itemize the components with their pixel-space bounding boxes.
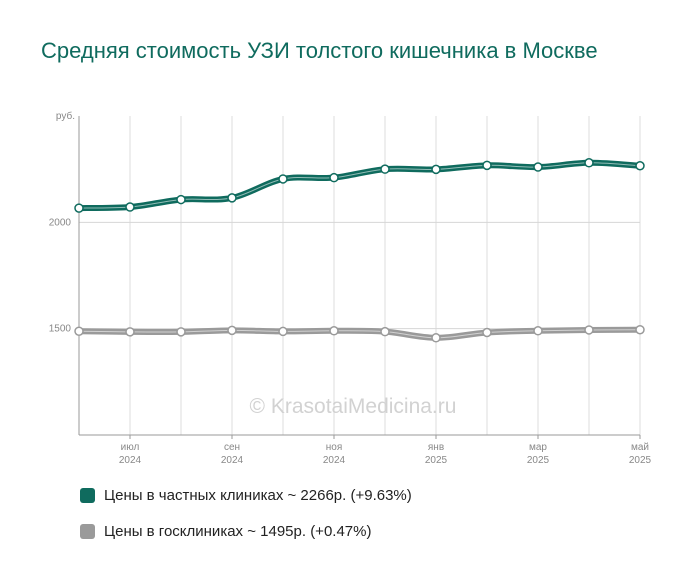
data-point[interactable] <box>227 193 237 203</box>
legend-label-private: Цены в частных клиниках ~ 2266р. (+9.63%… <box>104 486 412 504</box>
legend-swatch-public <box>80 523 95 539</box>
data-point[interactable] <box>431 333 441 343</box>
data-point[interactable] <box>482 327 492 338</box>
data-point[interactable] <box>125 327 135 337</box>
x-tick-label-year: 2025 <box>425 455 448 466</box>
chart-title: Средняя стоимость УЗИ толстого кишечника… <box>41 38 598 63</box>
data-point[interactable] <box>635 324 645 335</box>
data-point[interactable] <box>431 164 441 175</box>
x-tick-label-year: 2024 <box>323 455 346 466</box>
legend-item-public[interactable]: Цены в госклиниках ~ 1495р. (+0.47%) <box>80 521 412 541</box>
x-tick-label-year: 2024 <box>119 455 142 466</box>
legend-label-public: Цены в госклиниках ~ 1495р. (+0.47%) <box>104 522 372 540</box>
x-tick-label-year: 2025 <box>527 455 550 466</box>
data-point[interactable] <box>176 194 186 205</box>
x-tick-label-month: мар <box>529 442 547 453</box>
legend-swatch-private <box>80 487 95 503</box>
data-point[interactable] <box>176 327 186 337</box>
data-point[interactable] <box>635 161 645 171</box>
data-point[interactable] <box>380 326 390 337</box>
legend-item-private[interactable]: Цены в частных клиниках ~ 2266р. (+9.63%… <box>80 485 412 505</box>
data-point[interactable] <box>278 174 288 184</box>
data-point[interactable] <box>125 202 135 212</box>
x-tick-label-month: янв <box>428 442 444 453</box>
data-point[interactable] <box>533 326 543 336</box>
series-line-0 <box>76 159 643 212</box>
y-axis-unit-label: руб. <box>56 110 75 122</box>
data-point[interactable] <box>584 158 594 168</box>
x-tick-label-month: сен <box>224 442 240 453</box>
data-point[interactable] <box>278 326 288 337</box>
data-point[interactable] <box>74 203 84 213</box>
data-point[interactable] <box>329 326 339 336</box>
data-point[interactable] <box>380 164 390 174</box>
x-tick-label-year: 2024 <box>221 455 244 466</box>
legend: Цены в частных клиниках ~ 2266р. (+9.63%… <box>80 485 412 557</box>
data-point[interactable] <box>482 160 492 171</box>
x-tick-label-year: 2025 <box>629 455 652 466</box>
data-point[interactable] <box>584 325 594 335</box>
x-tick-label-month: июл <box>121 442 140 453</box>
axes: руб. 1500 2000 июл 2024 сен 2024 ноя 2024 янв 2025… <box>49 110 652 466</box>
x-tick-label-month: ноя <box>326 442 343 453</box>
series-group <box>74 158 645 343</box>
watermark: © KrasotaiMedicina.ru <box>250 395 457 418</box>
data-point[interactable] <box>533 162 543 172</box>
data-point[interactable] <box>74 326 84 336</box>
x-tick-label-month: май <box>631 442 649 453</box>
y-tick-label: 2000 <box>49 217 72 228</box>
data-point[interactable] <box>329 172 339 183</box>
data-point[interactable] <box>227 325 237 336</box>
y-tick-label: 1500 <box>49 324 72 335</box>
